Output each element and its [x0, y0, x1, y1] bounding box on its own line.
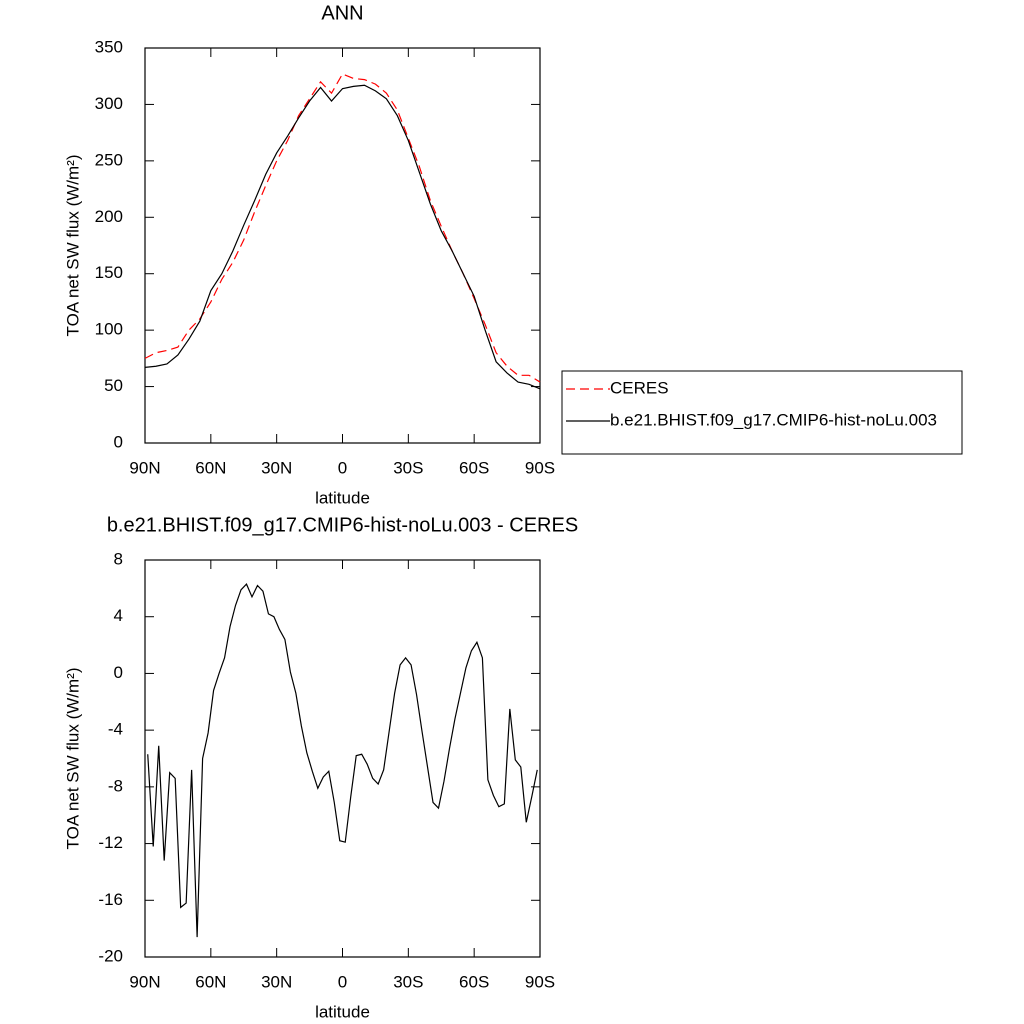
chart-title: ANN: [321, 2, 363, 24]
x-tick-label: 0: [338, 972, 347, 991]
x-tick-label: 90N: [129, 972, 160, 991]
y-tick-label: 200: [95, 207, 123, 226]
data-line: [144, 73, 541, 383]
y-tick-label: -4: [108, 720, 123, 739]
y-tick-label: -20: [98, 946, 123, 965]
y-tick-label: 100: [95, 320, 123, 339]
x-axis-label: latitude: [315, 1002, 370, 1021]
legend-frame: [561, 370, 963, 455]
y-tick-label: 8: [114, 549, 123, 568]
x-tick-label: 0: [338, 458, 347, 477]
x-tick-label: 60S: [459, 972, 489, 991]
y-tick-label: -8: [108, 776, 123, 795]
x-tick-label: 30N: [261, 458, 292, 477]
y-tick-label: 50: [104, 376, 123, 395]
y-tick-label: 350: [95, 37, 123, 56]
x-tick-label: 30N: [261, 972, 292, 991]
y-tick-label: 150: [95, 263, 123, 282]
x-tick-label: 90S: [525, 458, 555, 477]
plot-frame: [144, 47, 541, 444]
legend-label: b.e21.BHIST.f09_g17.CMIP6-hist-noLu.003: [610, 410, 937, 429]
chart-title: b.e21.BHIST.f09_g17.CMIP6-hist-noLu.003 …: [107, 514, 578, 536]
x-tick-label: 30S: [393, 458, 423, 477]
y-axis-label: TOA net SW flux (W/m²): [63, 668, 82, 850]
plot: b.e21.BHIST.f09_g17.CMIP6-hist-noLu.003 …: [63, 514, 578, 1021]
y-axis-label: TOA net SW flux (W/m²): [63, 155, 82, 337]
y-tick-label: -16: [98, 890, 123, 909]
x-tick-label: 90S: [525, 972, 555, 991]
plot: ANN latitude TOA net SW flux (W/m²) 90N 60N 3…: [63, 2, 963, 507]
y-tick-label: 250: [95, 150, 123, 169]
y-tick-label: 4: [114, 606, 123, 625]
x-tick-label: 60N: [195, 458, 226, 477]
y-tick-label: 0: [114, 663, 123, 682]
x-tick-label: 60N: [195, 972, 226, 991]
x-axis-label: latitude: [315, 488, 370, 507]
plot-frame: [144, 559, 541, 958]
x-tick-label: 60S: [459, 458, 489, 477]
x-tick-label: 90N: [129, 458, 160, 477]
data-line: [144, 84, 541, 390]
y-tick-label: -12: [98, 833, 123, 852]
y-tick-label: 0: [114, 432, 123, 451]
data-line: [147, 583, 538, 938]
y-tick-label: 300: [95, 94, 123, 113]
x-tick-label: 30S: [393, 972, 423, 991]
legend-label: CERES: [610, 378, 669, 397]
